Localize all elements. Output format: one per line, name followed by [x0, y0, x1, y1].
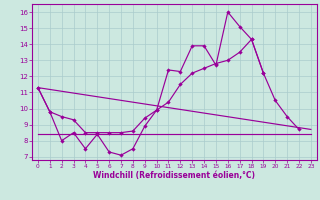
X-axis label: Windchill (Refroidissement éolien,°C): Windchill (Refroidissement éolien,°C)	[93, 171, 255, 180]
